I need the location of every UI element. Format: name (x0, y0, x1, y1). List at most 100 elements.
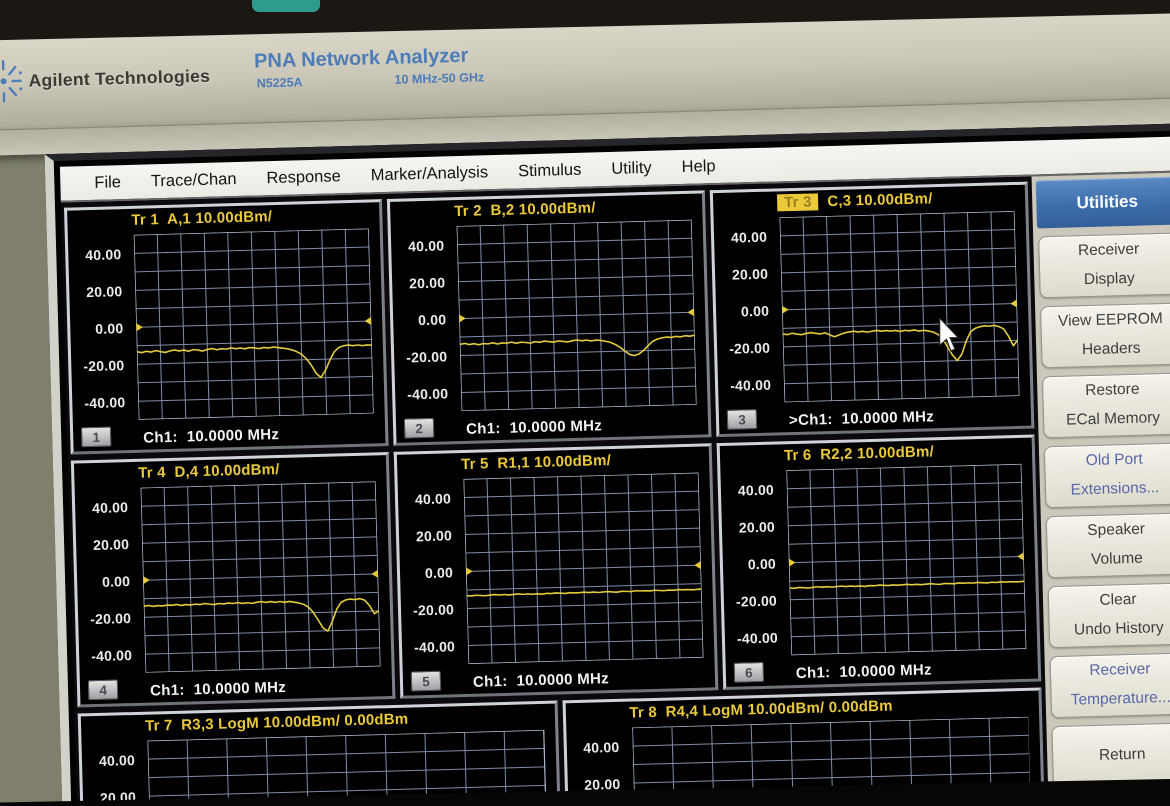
y-tick-label: -40.00 (729, 376, 772, 394)
product-name: PNA Network Analyzer (253, 44, 469, 73)
channel-readout: Ch1: 10.0000 MHz (472, 670, 610, 691)
softkey-old-port-extensions[interactable]: Old Port Extensions... (1043, 442, 1170, 509)
channel-readout: Ch1: 10.0000 MHz (465, 417, 603, 438)
y-tick-label: -20.00 (83, 356, 125, 374)
trace-number-label: Tr 3 (776, 193, 819, 212)
y-tick-label: -20.00 (735, 592, 778, 610)
trace-panel-4[interactable]: Tr 4 D,4 10.00dBm/ 40.00 20.00 0.00 -20.00 -… (70, 452, 396, 708)
menu-item-help[interactable]: Help (681, 156, 716, 176)
y-tick-label: 40.00 (91, 498, 129, 516)
softkey-label-line: Extensions... (1070, 479, 1160, 499)
y-tick-label: 40.00 (737, 481, 775, 499)
trace-panel-7[interactable]: Tr 7 R3,3 LogM 10.00dBm/ 0.00dBm 40.00 20… (77, 700, 564, 806)
trace-tab[interactable]: 5 (410, 670, 442, 692)
menu-item-utility[interactable]: Utility (611, 158, 652, 178)
trace-panel-1[interactable]: Tr 1 A,1 10.00dBm/ 40.00 20.00 0.00 -20.00 -… (64, 199, 389, 455)
y-tick-label: 20.00 (731, 265, 769, 283)
softkey-label-line: Speaker (1087, 520, 1146, 540)
menu-item-file[interactable]: File (94, 172, 122, 192)
background-object (252, 0, 320, 12)
trace-measurement-label: R1,1 10.00dBm/ (488, 452, 612, 473)
trace-number-label: Tr 4 (138, 464, 166, 482)
y-tick-label: -20.00 (412, 600, 455, 618)
channel-readout: >Ch1: 10.0000 MHz (788, 408, 935, 430)
plot-area (134, 228, 374, 419)
y-tick-label: -20.00 (406, 347, 448, 366)
softkey-clear-undo-history[interactable]: Clear Undo History (1047, 582, 1170, 649)
y-tick-label: -20.00 (728, 339, 771, 357)
softkey-view-eeprom-headers[interactable]: View EEPROM Headers (1040, 302, 1170, 369)
menu-item-response[interactable]: Response (266, 166, 342, 187)
softkey-menu-header[interactable]: Utilities (1035, 176, 1170, 229)
softkey-receiver-display[interactable]: Receiver Display (1038, 232, 1170, 299)
softkey-speaker-volume[interactable]: Speaker Volume (1045, 512, 1170, 579)
menu-item-marker-analysis[interactable]: Marker/Analysis (370, 162, 489, 184)
trace-panel-grid: Tr 1 A,1 10.00dBm/ 40.00 20.00 0.00 -20.00-… (60, 176, 1053, 806)
softkey-label-line: Old Port (1085, 450, 1143, 470)
agilent-spark-logo-icon (0, 57, 25, 111)
y-tick-label: 0.00 (95, 319, 124, 337)
softkey-restore-ecal-memory[interactable]: Restore ECal Memory (1041, 372, 1170, 439)
channel-readout: Ch1: 10.0000 MHz (795, 661, 933, 683)
softkey-sidebar: Utilities Receiver Display View EEPROM Head… (1031, 172, 1170, 806)
trace-panel-5[interactable]: Tr 5 R1,1 10.00dBm/ 40.00 20.00 0.00 -20.00… (393, 443, 719, 699)
analyzer-screen: File Trace/Chan Response Marker/Analysis Sti… (44, 123, 1170, 806)
trace-measurement-label: B,2 10.00dBm/ (481, 199, 596, 220)
trace-measurement-label: R3,3 LogM 10.00dBm/ 0.00dBm (172, 710, 409, 734)
y-tick-label: -40.00 (413, 637, 456, 655)
trace-measurement-label: C,3 10.00dBm/ (818, 190, 933, 211)
y-tick-label: 40.00 (414, 489, 452, 507)
y-tick-label: 0.00 (424, 563, 454, 581)
channel-readout: Ch1: 10.0000 MHz (149, 678, 287, 700)
trace-title: Tr 6 R2,2 10.00dBm/ (784, 443, 934, 464)
trace-measurement-label: A,1 10.00dBm/ (158, 208, 273, 229)
trace-tab[interactable]: 6 (733, 661, 765, 683)
trace-number-label: Tr 1 (131, 211, 160, 229)
y-tick-label: -40.00 (736, 629, 779, 647)
y-tick-label: 40.00 (407, 236, 445, 254)
y-tick-label: 0.00 (740, 302, 770, 319)
trace-panel-2[interactable]: Tr 2 B,2 10.00dBm/ 40.00 20.00 0.00 -20.00 -… (386, 190, 712, 446)
y-tick-label: 40.00 (730, 228, 768, 246)
trace-plot-svg (141, 481, 381, 672)
y-tick-label: -20.00 (90, 609, 132, 627)
trace-panel-3[interactable]: Tr 3 C,3 10.00dBm/ 40.00 20.00 0.00 -20.00 -… (709, 181, 1035, 438)
softkey-label-line: Display (1083, 269, 1135, 289)
trace-tab[interactable]: 4 (87, 679, 119, 701)
y-tick-label: 20.00 (92, 535, 130, 553)
trace-title: Tr 1 A,1 10.00dBm/ (131, 208, 272, 229)
softkey-label-line: View EEPROM (1057, 310, 1164, 331)
menu-item-stimulus[interactable]: Stimulus (517, 160, 582, 180)
trace-title: Tr 5 R1,1 10.00dBm/ (461, 452, 611, 473)
trace-plot-svg (786, 464, 1026, 655)
trace-panel-6[interactable]: Tr 6 R2,2 10.00dBm/ 40.00 20.00 0.00 -20.00… (716, 434, 1042, 691)
trace-tab[interactable]: 1 (80, 426, 112, 448)
plot-area (457, 220, 697, 411)
softkey-label-line: Restore (1084, 381, 1140, 400)
trace-title: Tr 2 B,2 10.00dBm/ (454, 199, 596, 220)
menu-item-trace-chan[interactable]: Trace/Chan (150, 169, 237, 190)
plot-area (786, 464, 1026, 655)
screen-body: Tr 1 A,1 10.00dBm/ 40.00 20.00 0.00 -20.00-… (60, 172, 1170, 806)
trace-tab[interactable]: 2 (403, 417, 435, 439)
softkey-receiver-temperature[interactable]: Receiver Temperature... (1049, 652, 1170, 719)
trace-tab[interactable]: 3 (726, 409, 758, 430)
y-tick-label: 0.00 (417, 310, 447, 328)
trace-plot-svg (457, 220, 697, 411)
vendor-name: Agilent Technologies (28, 65, 211, 91)
trace-plot-svg (134, 228, 374, 419)
trace-measurement-label: R4,4 LogM 10.00dBm/ 0.00dBm (656, 697, 893, 721)
top-bezel: Agilent Technologies PNA Network Analyze… (0, 0, 1170, 131)
softkey-label-line: Clear (1099, 591, 1137, 610)
softkey-label-line: Receiver (1089, 660, 1151, 680)
model-number: N5225A (256, 75, 303, 91)
y-tick-label: 40.00 (583, 738, 620, 756)
trace-number-label: Tr 8 (629, 703, 658, 722)
trace-number-label: Tr 7 (144, 716, 173, 735)
softkey-label-line: Undo History (1073, 619, 1164, 639)
softkey-label-line: Headers (1081, 339, 1141, 359)
y-tick-label: -40.00 (84, 393, 126, 411)
